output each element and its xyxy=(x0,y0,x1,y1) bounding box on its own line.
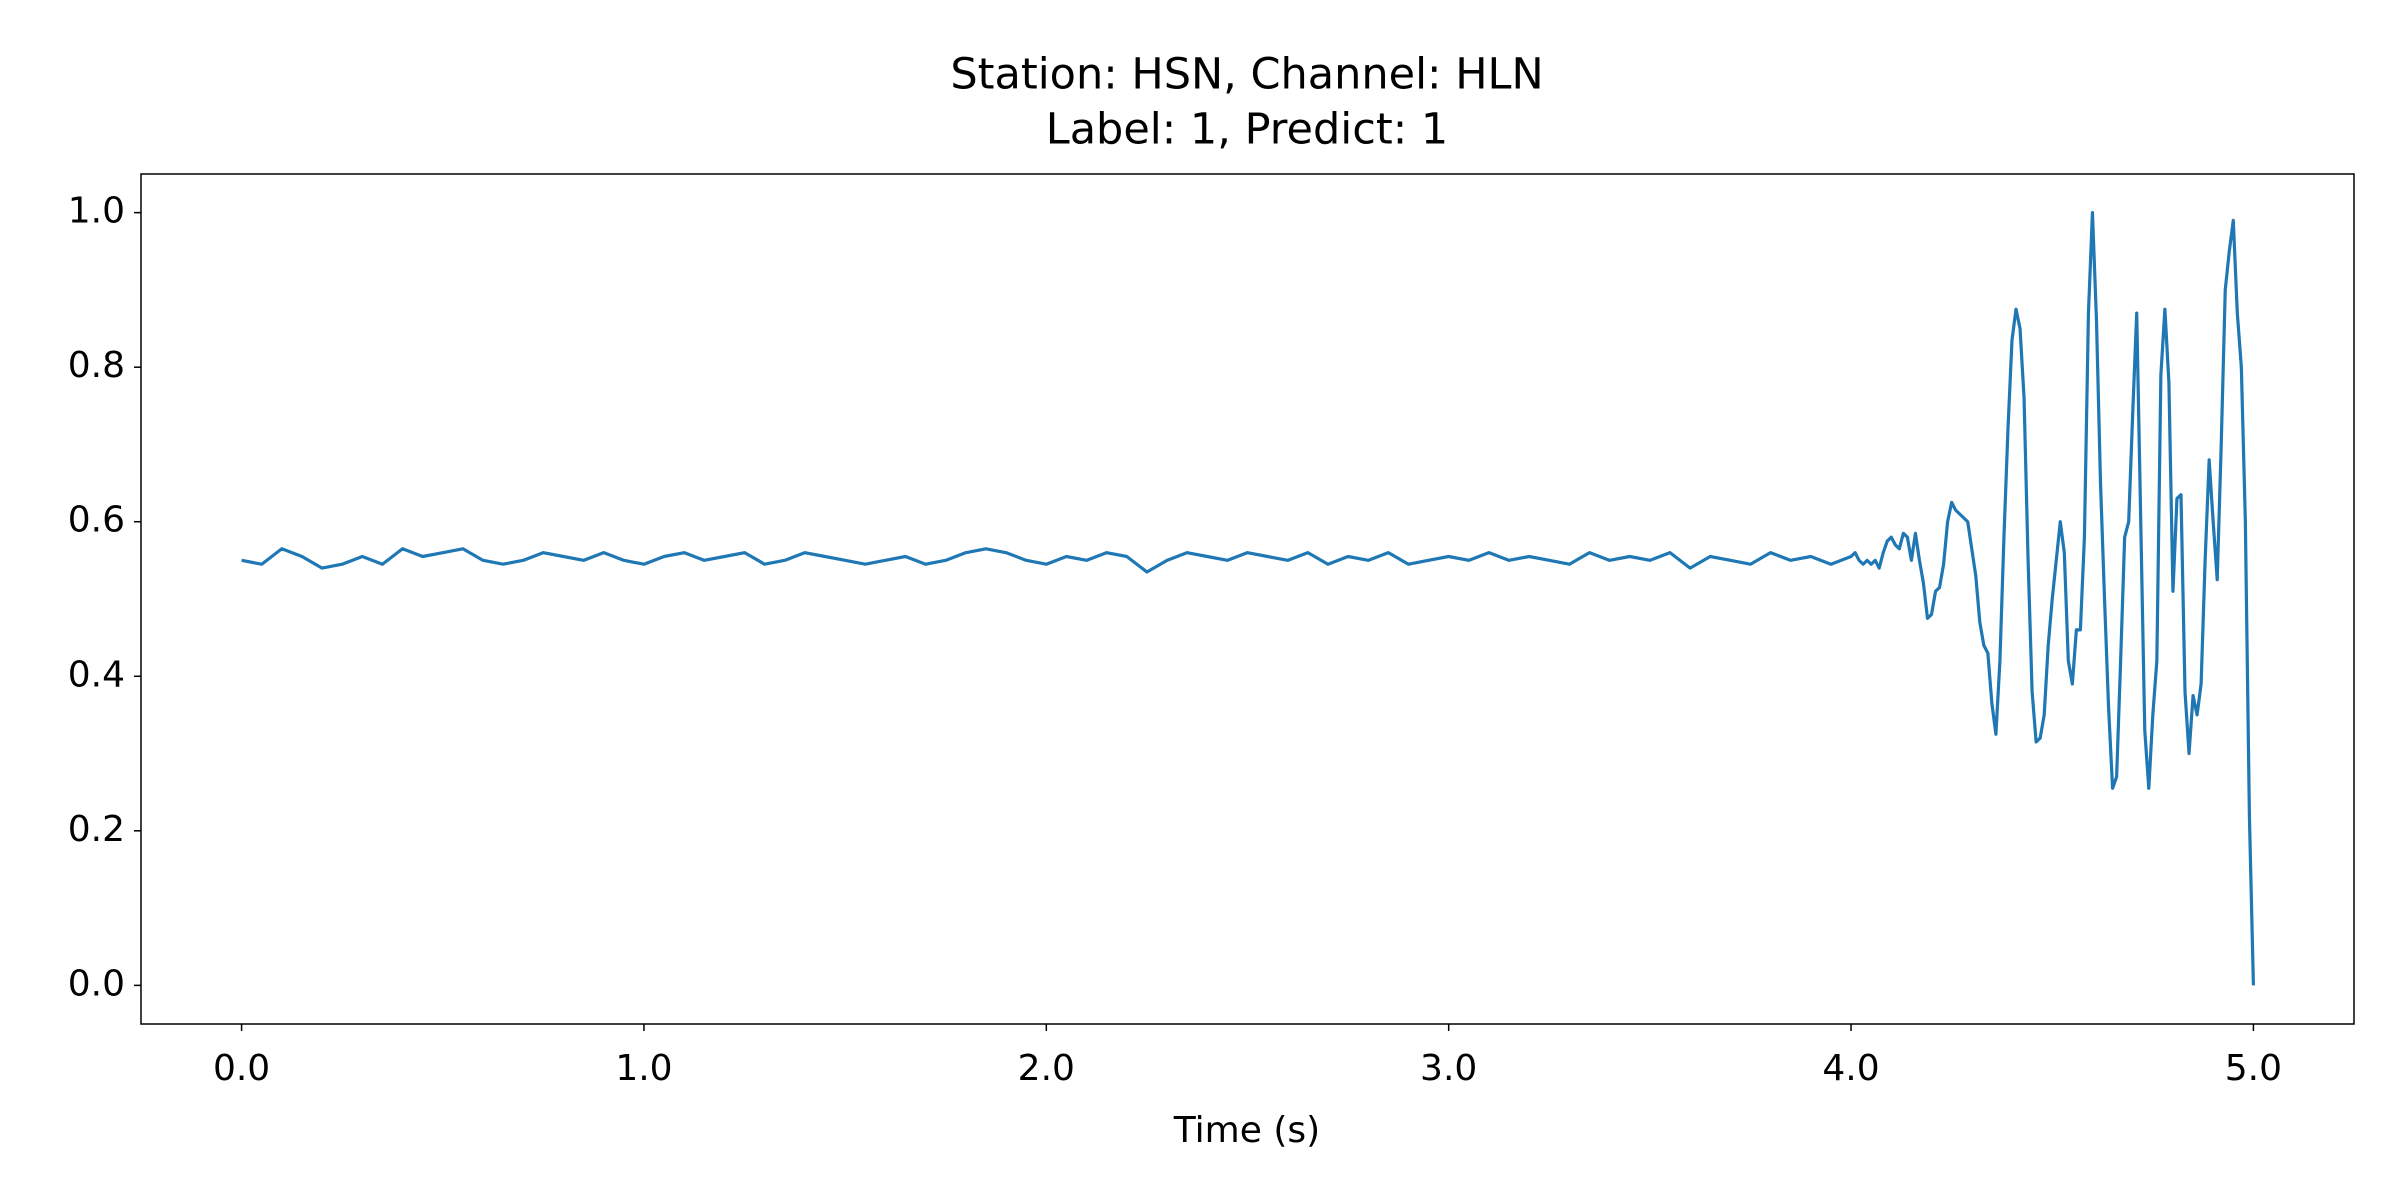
x-tick-label: 4.0 xyxy=(1822,1048,1879,1089)
x-tick-label: 5.0 xyxy=(2225,1048,2282,1089)
x-axis-label: Time (s) xyxy=(1173,1110,1320,1151)
x-tick-label: 3.0 xyxy=(1420,1048,1477,1089)
plot-frame xyxy=(140,173,2355,1025)
chart-subtitle: Label: 1, Predict: 1 xyxy=(1046,105,1448,155)
x-tick-label: 0.0 xyxy=(213,1048,270,1089)
data-line xyxy=(241,211,2256,986)
y-tick-label: 0.8 xyxy=(68,345,125,386)
y-tick-label: 0.6 xyxy=(68,500,125,541)
x-tick-label: 1.0 xyxy=(615,1048,672,1089)
y-tick-label: 1.0 xyxy=(68,191,125,232)
y-tick-label: 0.4 xyxy=(68,654,125,695)
chart-title: Station: HSN, Channel: HLN xyxy=(950,50,1543,100)
x-tick-label: 2.0 xyxy=(1018,1048,1075,1089)
y-tick-label: 0.2 xyxy=(68,809,125,850)
y-tick-label: 0.0 xyxy=(68,963,125,1004)
